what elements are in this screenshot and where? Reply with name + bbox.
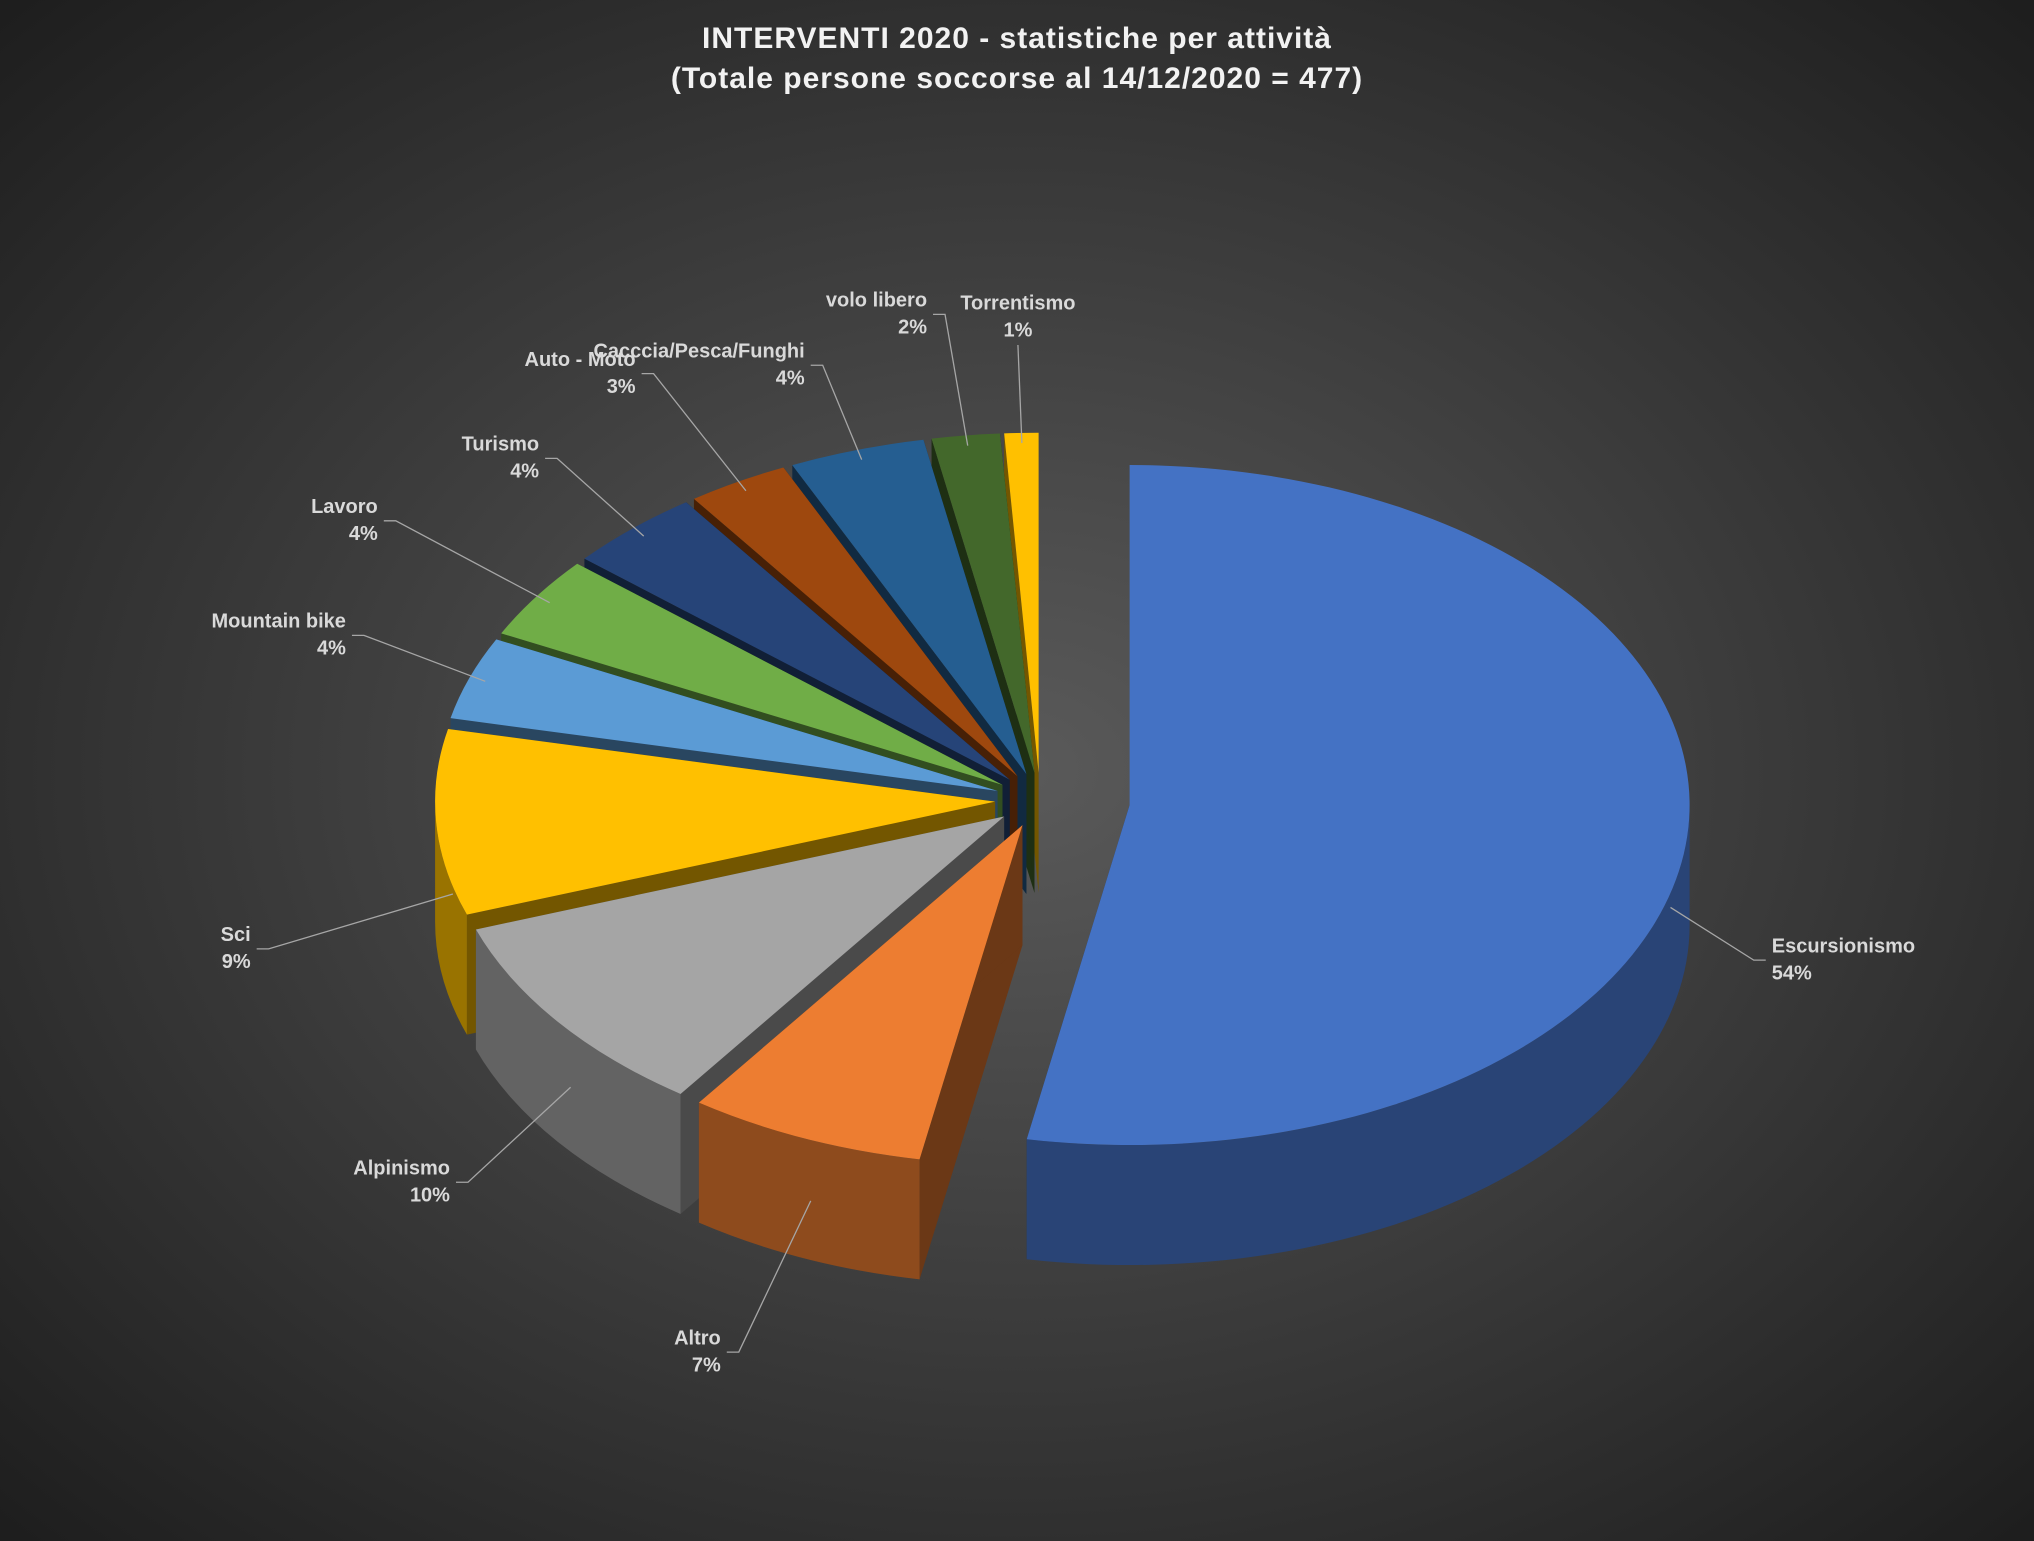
slice-side: [475, 929, 681, 1214]
data-label-value: 3%: [607, 376, 636, 398]
leader-line: [256, 893, 454, 950]
slice-top: [698, 825, 1023, 1160]
data-label-value: 4%: [510, 461, 539, 483]
data-label-value: 7%: [692, 1354, 721, 1376]
leader-line: [726, 1200, 812, 1353]
slice-side: [698, 1102, 920, 1280]
slice-top: [931, 433, 1035, 773]
leader-line: [545, 457, 645, 537]
data-label-value: 1%: [1003, 319, 1032, 341]
data-label-name: Sci: [221, 924, 251, 946]
slice-top: [792, 439, 1027, 774]
slice-top: [475, 816, 1005, 1094]
data-label-value: 54%: [1772, 962, 1812, 984]
data-label-name: volo libero: [826, 290, 927, 312]
data-label-name: Alpinismo: [353, 1158, 450, 1180]
slice-top: [450, 639, 998, 791]
slice-top: [584, 502, 1010, 780]
leader-line: [383, 520, 550, 604]
leader-line: [641, 373, 747, 492]
data-label-value: 4%: [776, 368, 805, 390]
slice: [698, 825, 1023, 1280]
data-label-name: Cacccia/Pesca/Funghi: [593, 341, 804, 363]
data-label-name: Escursionismo: [1772, 935, 1915, 957]
leader-line: [455, 1086, 572, 1183]
data-label-value: 2%: [898, 317, 927, 339]
data-label-value: 4%: [317, 638, 346, 660]
leader-line: [1017, 344, 1023, 444]
chart-title: INTERVENTI 2020 - statistiche per attivi…: [702, 22, 1332, 55]
slice-side: [435, 801, 467, 1035]
data-label-value: 9%: [222, 951, 251, 973]
leader-line: [1670, 906, 1766, 961]
slice-top: [435, 728, 996, 915]
data-label-value: 4%: [349, 523, 378, 545]
data-label-name: Auto - Moto: [525, 349, 636, 371]
data-label-name: Altro: [674, 1327, 721, 1349]
chart-subtitle: (Totale persone soccorse al 14/12/2020 =…: [671, 62, 1363, 95]
slice-side: [1026, 805, 1690, 1266]
slice: [1026, 465, 1690, 1266]
slice-top: [693, 467, 1018, 777]
data-label-name: Torrentismo: [960, 292, 1075, 314]
data-label-name: Lavoro: [311, 496, 378, 518]
data-label-value: 10%: [410, 1185, 450, 1207]
leader-line: [810, 364, 863, 460]
data-label-name: Turismo: [462, 434, 539, 456]
slice-top: [1004, 432, 1039, 773]
slice-top: [501, 563, 1003, 785]
data-label-name: Mountain bike: [211, 611, 345, 633]
leader-line: [933, 313, 969, 446]
slice-top: [1026, 465, 1690, 1146]
leader-line: [351, 634, 486, 682]
